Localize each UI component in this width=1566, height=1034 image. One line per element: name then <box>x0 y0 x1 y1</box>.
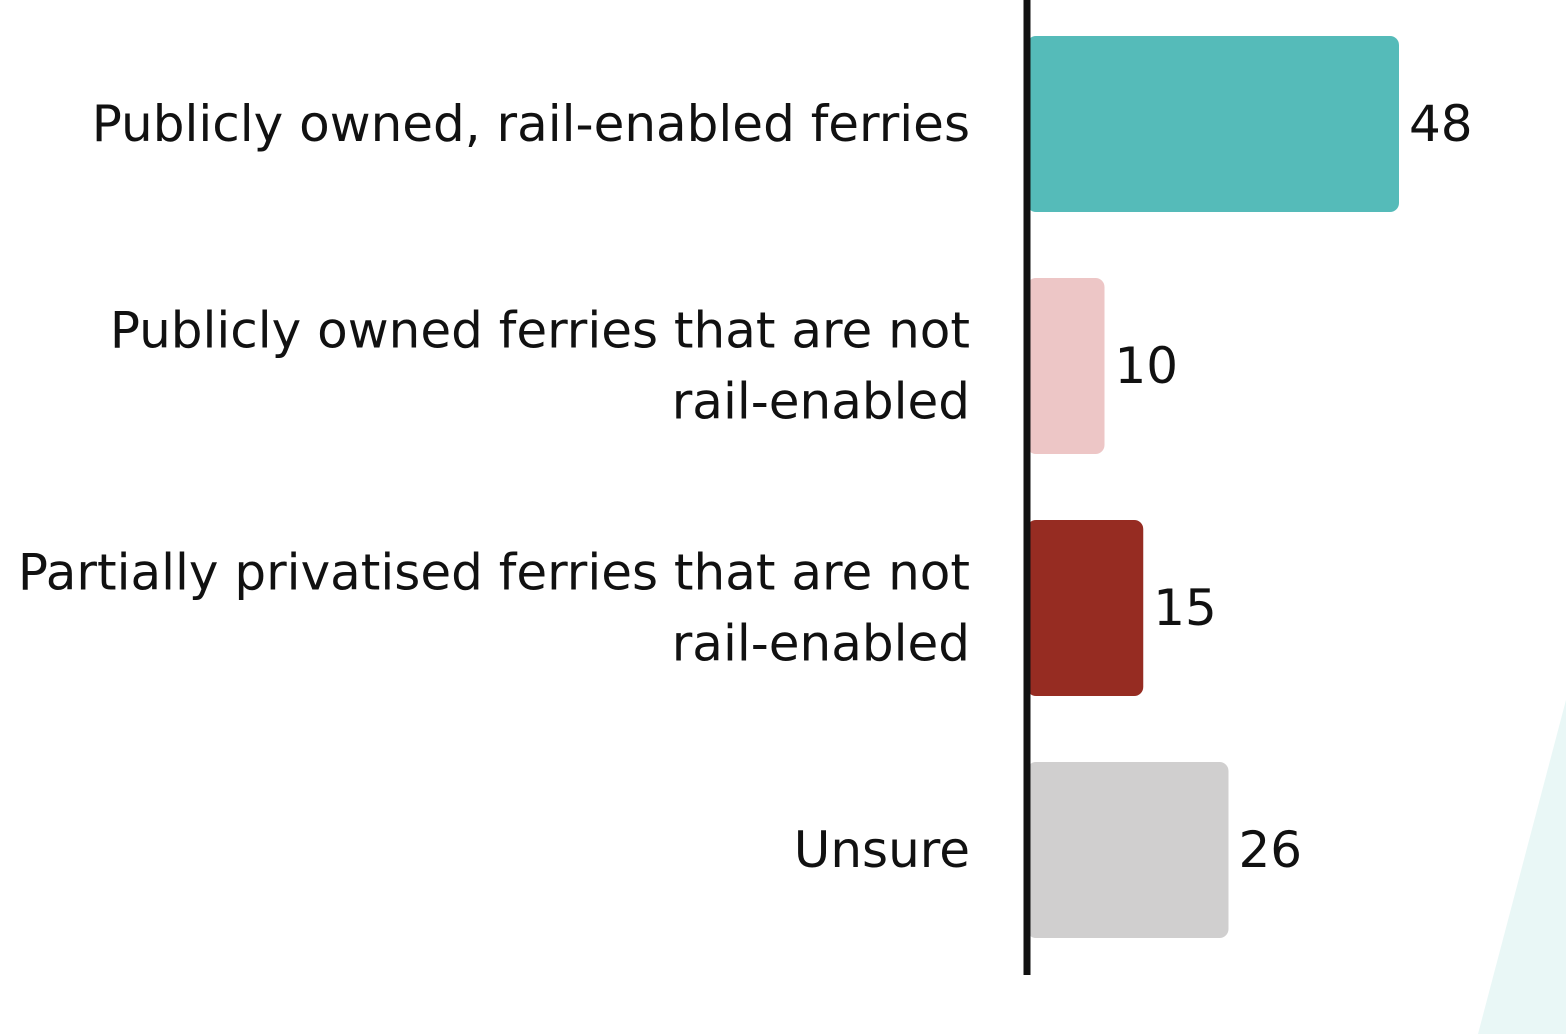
bars-layer <box>1027 36 1399 938</box>
bar-0 <box>1027 36 1399 212</box>
value-label-3: 26 <box>1239 821 1303 879</box>
bar-2 <box>1027 520 1144 696</box>
value-label-1: 10 <box>1115 337 1179 395</box>
bar-1 <box>1027 278 1105 454</box>
category-label-2-line-1: rail-enabled <box>672 615 970 673</box>
corner-accent-shape <box>1478 700 1566 1034</box>
bar-3 <box>1027 762 1229 938</box>
category-label-1-line-1: rail-enabled <box>672 373 970 431</box>
value-labels: 48 10 15 26 <box>1115 95 1473 879</box>
category-labels: Publicly owned, rail-enabled ferries Publ… <box>18 95 970 879</box>
category-label-3-line-0: Unsure <box>794 821 970 879</box>
value-label-0: 48 <box>1409 95 1473 153</box>
value-label-2: 15 <box>1153 579 1217 637</box>
category-label-2-line-0: Partially privatised ferries that are no… <box>18 544 970 602</box>
category-label-0-line-0: Publicly owned, rail-enabled ferries <box>92 95 970 153</box>
category-label-1-line-0: Publicly owned ferries that are not <box>110 302 970 360</box>
